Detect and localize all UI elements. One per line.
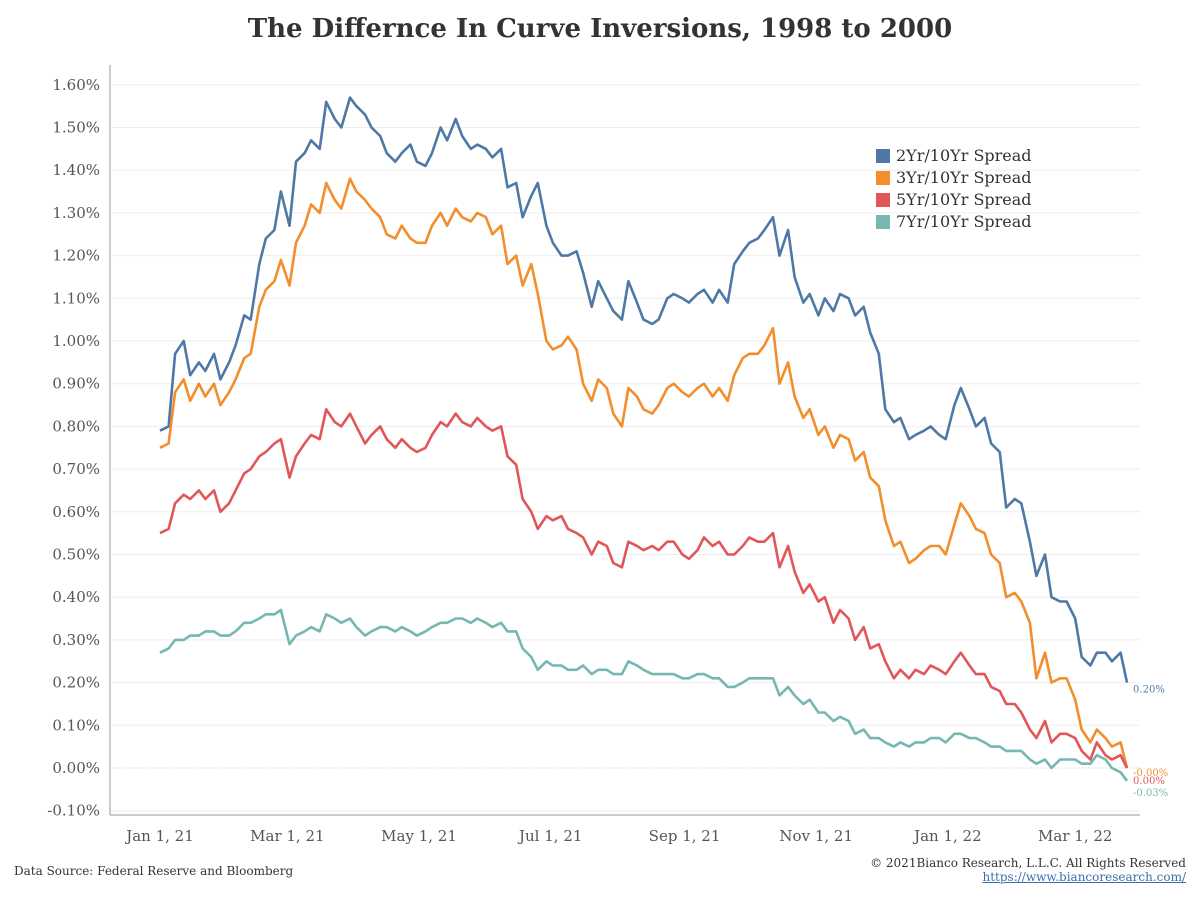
legend-label-1: 2Yr/10Yr Spread bbox=[896, 146, 1032, 165]
data-source-note: Data Source: Federal Reserve and Bloombe… bbox=[14, 864, 294, 878]
y-tick-label: 0.80% bbox=[52, 417, 100, 435]
y-tick-label: 0.90% bbox=[52, 375, 100, 393]
series-line-1 bbox=[159, 96, 1129, 683]
x-tick-label: Jan 1, 22 bbox=[912, 827, 982, 845]
y-tick-label: 0.40% bbox=[52, 588, 100, 606]
end-label-2: -0.00% bbox=[1133, 768, 1168, 779]
y-tick-label: 0.10% bbox=[52, 716, 100, 734]
y-tick-label: 1.30% bbox=[52, 204, 100, 222]
y-tick-label: 1.20% bbox=[52, 247, 100, 265]
y-tick-label: 0.00% bbox=[52, 759, 100, 777]
legend-label-3: 5Yr/10Yr Spread bbox=[896, 190, 1032, 209]
y-tick-label: 1.00% bbox=[52, 332, 100, 350]
end-label-4: -0.03% bbox=[1133, 788, 1168, 799]
legend-swatch-3 bbox=[876, 193, 890, 207]
end-labels: 0.20% -0.00%0.00%-0.03% bbox=[1133, 685, 1168, 799]
legend-swatch-2 bbox=[876, 171, 890, 185]
y-tick-label: 1.60% bbox=[52, 76, 100, 94]
x-tick-label: Nov 1, 21 bbox=[779, 827, 853, 845]
website-link[interactable]: https://www.biancoresearch.com/ bbox=[982, 870, 1186, 884]
y-tick-label: -0.10% bbox=[47, 802, 100, 820]
end-label-3: 0.00% bbox=[1133, 776, 1165, 787]
axes: 1.60% 1.50% 1.40% 1.30% 1.20% 1.10% 1.00% 0.90%… bbox=[47, 65, 1140, 845]
gridlines bbox=[110, 84, 1140, 812]
y-tick-label: 0.20% bbox=[52, 674, 100, 692]
series-lines bbox=[159, 96, 1129, 782]
y-tick-label: 1.50% bbox=[52, 119, 100, 137]
x-tick-label: Jul 1, 21 bbox=[517, 827, 582, 845]
x-tick-label: Mar 1, 21 bbox=[250, 827, 324, 845]
chart-title: The Differnce In Curve Inversions, 1998 … bbox=[247, 14, 953, 44]
y-tick-label: 0.30% bbox=[52, 631, 100, 649]
legend-label-4: 7Yr/10Yr Spread bbox=[896, 212, 1032, 231]
x-tick-label: May 1, 21 bbox=[381, 827, 457, 845]
y-tick-label: 1.10% bbox=[52, 289, 100, 307]
series-line-2 bbox=[159, 177, 1129, 769]
x-tick-label: Sep 1, 21 bbox=[649, 827, 721, 845]
legend-swatch-1 bbox=[876, 149, 890, 163]
y-tick-label: 0.70% bbox=[52, 460, 100, 478]
x-tick-label: Jan 1, 21 bbox=[124, 827, 194, 845]
copyright-note: © 2021Bianco Research, L.L.C. All Rights… bbox=[870, 856, 1186, 870]
x-tick-label: Mar 1, 22 bbox=[1038, 827, 1112, 845]
end-label-1: 0.20% bbox=[1133, 685, 1165, 696]
y-tick-label: 0.50% bbox=[52, 546, 100, 564]
legend: 2Yr/10Yr Spread 3Yr/10Yr Spread 5Yr/10Yr S… bbox=[876, 146, 1032, 231]
y-tick-label: 1.40% bbox=[52, 161, 100, 179]
legend-label-2: 3Yr/10Yr Spread bbox=[896, 168, 1032, 187]
legend-swatch-4 bbox=[876, 215, 890, 229]
y-tick-label: 0.60% bbox=[52, 503, 100, 521]
series-line-4 bbox=[159, 608, 1129, 782]
series-line-3 bbox=[159, 408, 1129, 769]
